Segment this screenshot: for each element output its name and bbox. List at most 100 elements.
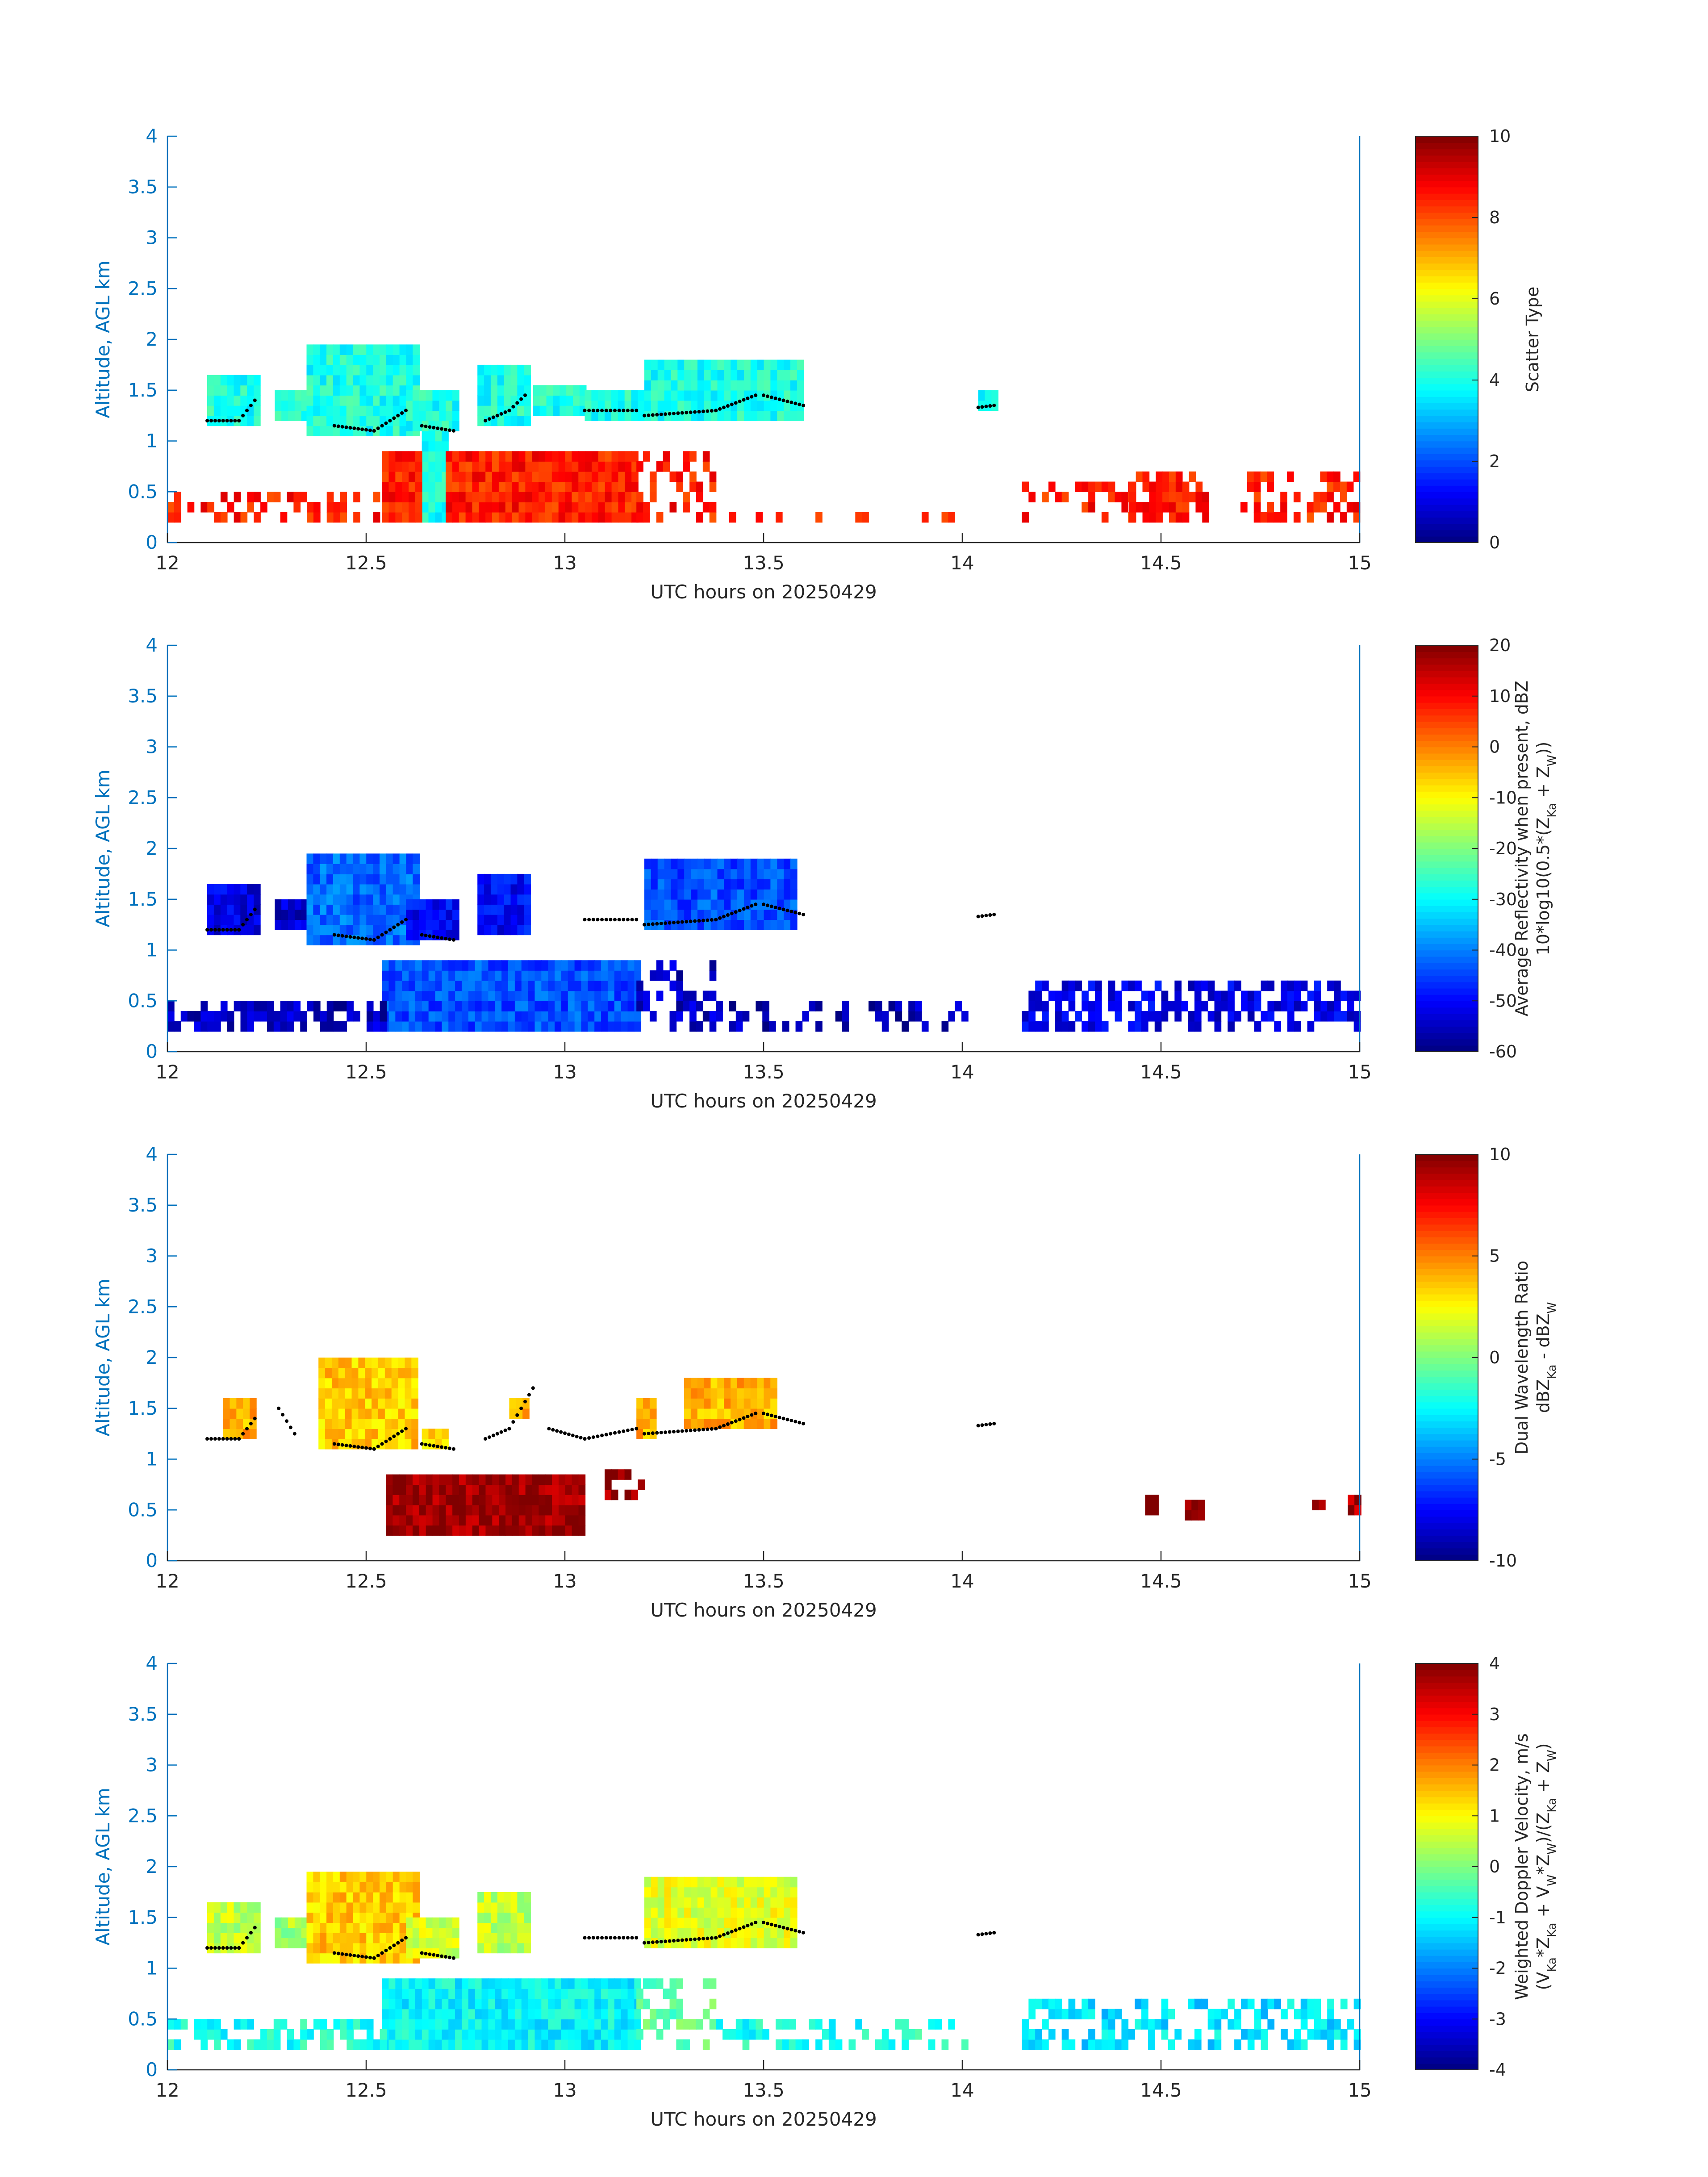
heatmap-cell xyxy=(373,1932,380,1943)
heatmap-cell xyxy=(558,1495,566,1505)
heatmap-cell xyxy=(607,1021,615,1032)
heatmap-cell xyxy=(435,502,442,513)
heatmap-cell xyxy=(636,492,643,502)
heatmap-cell xyxy=(664,858,672,869)
colorbar-band xyxy=(1416,645,1478,652)
heatmap-cell xyxy=(288,899,295,910)
heatmap-cell xyxy=(426,1515,433,1526)
heatmap-cell xyxy=(301,899,309,910)
heatmap-cell xyxy=(762,1021,769,1032)
heatmap-cell xyxy=(553,395,560,406)
cloud-base-dot xyxy=(706,1936,710,1940)
heatmap-cell xyxy=(250,1398,257,1409)
heatmap-cell xyxy=(497,1902,505,1913)
heatmap-cell xyxy=(697,380,705,391)
heatmap-cell xyxy=(359,1902,367,1913)
heatmap-cell xyxy=(1287,1998,1295,2010)
heatmap-cell xyxy=(578,1474,586,1485)
heatmap-cell xyxy=(422,441,429,452)
heatmap-cell xyxy=(664,1907,672,1918)
heatmap-cell xyxy=(432,400,440,411)
heatmap-cell xyxy=(522,1408,530,1419)
heatmap-cell xyxy=(704,1398,711,1409)
heatmap-cell xyxy=(468,1998,476,2010)
heatmap-cell xyxy=(1188,1998,1195,2010)
heatmap-cell xyxy=(372,1408,379,1419)
cloud-base-dot xyxy=(344,934,348,938)
heatmap-cell xyxy=(472,492,480,502)
cloud-base-dot xyxy=(241,1432,245,1436)
heatmap-cells xyxy=(167,1872,1361,2050)
heatmap-cell xyxy=(365,1418,372,1429)
heatmap-cell xyxy=(704,1418,711,1429)
heatmap-cell xyxy=(490,914,498,925)
heatmap-cell xyxy=(306,364,314,376)
heatmap-cell xyxy=(413,864,420,874)
heatmap-cell xyxy=(585,400,592,411)
heatmap-cell xyxy=(409,2009,416,2020)
heatmap-cell xyxy=(479,451,486,462)
heatmap-cell xyxy=(501,1989,509,1999)
heatmap-cell xyxy=(495,970,502,981)
heatmap-cell xyxy=(488,2009,496,2020)
heatmap-cell xyxy=(393,395,400,406)
cloud-base-dot xyxy=(376,936,380,940)
heatmap-cell xyxy=(333,405,340,416)
heatmap-cell xyxy=(1148,1001,1155,1011)
colorbar-band xyxy=(1416,257,1478,264)
cloud-base-dot xyxy=(571,1433,575,1437)
heatmap-cell xyxy=(737,370,744,380)
heatmap-cell xyxy=(624,1469,632,1480)
cloud-base-dot xyxy=(769,1922,773,1926)
heatmap-cell xyxy=(484,873,491,885)
colorbar-band xyxy=(1416,1013,1478,1020)
heatmap-cell xyxy=(461,1011,469,1022)
heatmap-cell xyxy=(220,1011,228,1022)
heatmap-cell xyxy=(391,1398,399,1409)
cloud-base-dot xyxy=(587,918,591,922)
heatmap-cell xyxy=(320,1011,327,1022)
heatmap-cell xyxy=(651,889,658,900)
heatmap-cell xyxy=(1108,980,1115,991)
heatmap-cell xyxy=(574,980,582,991)
heatmap-cell xyxy=(677,1876,685,1888)
heatmap-cell xyxy=(581,1989,589,1999)
cloud-base-dot xyxy=(992,912,996,916)
heatmap-cell xyxy=(446,1504,453,1516)
heatmap-cell xyxy=(790,410,798,421)
heatmap-cell xyxy=(313,1902,321,1913)
heatmap-cell xyxy=(1327,1001,1334,1011)
heatmap-cell xyxy=(777,370,784,380)
heatmap-cell xyxy=(532,1484,539,1495)
heatmap-cell xyxy=(636,512,643,523)
heatmap-cell xyxy=(346,364,354,376)
heatmap-cell xyxy=(477,395,484,406)
colorbar-band xyxy=(1416,734,1478,741)
cloud-base-dot xyxy=(676,920,680,924)
heatmap-cell xyxy=(790,370,798,380)
y-tick-label: 3 xyxy=(146,1245,158,1267)
heatmap-cell xyxy=(333,1912,340,1923)
cloud-base-dot xyxy=(635,1936,639,1940)
heatmap-cell xyxy=(1115,1011,1122,1022)
heatmap-cell xyxy=(621,990,628,1002)
heatmap-cell xyxy=(439,1927,446,1939)
heatmap-cell xyxy=(485,471,493,482)
y-tick-label: 2 xyxy=(146,1346,158,1368)
heatmap-cell xyxy=(784,899,791,910)
colorbar-band xyxy=(1416,1414,1478,1421)
heatmap-cell xyxy=(565,1474,572,1485)
heatmap-cell xyxy=(281,390,288,401)
heatmap-cell xyxy=(240,1943,247,1954)
heatmap-cell xyxy=(461,1021,469,1032)
heatmap-cell xyxy=(676,1011,684,1022)
heatmap-cell xyxy=(213,904,221,915)
heatmap-cell xyxy=(435,970,443,981)
heatmap-cell xyxy=(521,2009,529,2020)
heatmap-cell xyxy=(636,1398,643,1409)
heatmap-cell xyxy=(399,364,407,376)
heatmap-cell xyxy=(497,894,505,905)
heatmap-cell xyxy=(614,1978,622,1989)
heatmap-cell xyxy=(541,2029,548,2040)
heatmap-cell xyxy=(366,1882,373,1893)
